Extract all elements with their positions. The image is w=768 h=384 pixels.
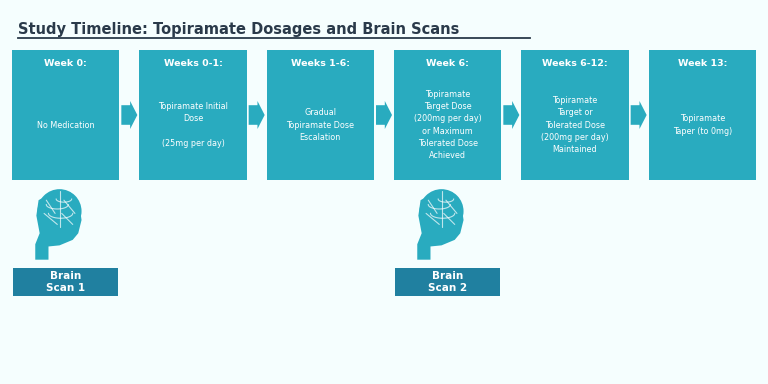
FancyBboxPatch shape [139,50,247,180]
Text: Gradual
Topiramate Dose
Escalation: Gradual Topiramate Dose Escalation [286,108,354,142]
FancyBboxPatch shape [394,50,502,180]
Text: Weeks 6-12:: Weeks 6-12: [542,59,607,68]
Polygon shape [631,101,647,129]
FancyBboxPatch shape [266,50,374,180]
Polygon shape [503,101,519,129]
Polygon shape [249,101,265,129]
Text: No Medication: No Medication [37,121,94,129]
Text: Topiramate
Target Dose
(200mg per day)
or Maximum
Tolerated Dose
Achieved: Topiramate Target Dose (200mg per day) o… [414,90,482,160]
Text: Brain
Scan 1: Brain Scan 1 [46,271,85,293]
Polygon shape [35,192,81,260]
Polygon shape [376,101,392,129]
Text: Topiramate Initial
Dose

(25mg per day): Topiramate Initial Dose (25mg per day) [158,102,228,148]
Text: Weeks 0-1:: Weeks 0-1: [164,59,223,68]
FancyBboxPatch shape [13,268,118,296]
Polygon shape [417,192,464,260]
Text: Study Timeline: Topiramate Dosages and Brain Scans: Study Timeline: Topiramate Dosages and B… [18,22,459,37]
Text: Brain
Scan 2: Brain Scan 2 [428,271,467,293]
FancyBboxPatch shape [395,268,500,296]
Text: Topiramate
Target or
Tolerated Dose
(200mg per day)
Maintained: Topiramate Target or Tolerated Dose (200… [541,96,609,154]
FancyBboxPatch shape [521,50,629,180]
FancyBboxPatch shape [649,50,756,180]
Circle shape [38,189,81,233]
Text: Week 13:: Week 13: [677,59,727,68]
Text: Week 6:: Week 6: [426,59,469,68]
Text: Topiramate
Taper (to 0mg): Topiramate Taper (to 0mg) [673,114,732,136]
FancyBboxPatch shape [12,50,119,180]
Text: Weeks 1-6:: Weeks 1-6: [291,59,350,68]
Polygon shape [121,101,137,129]
Text: Week 0:: Week 0: [45,59,87,68]
Circle shape [419,189,464,233]
